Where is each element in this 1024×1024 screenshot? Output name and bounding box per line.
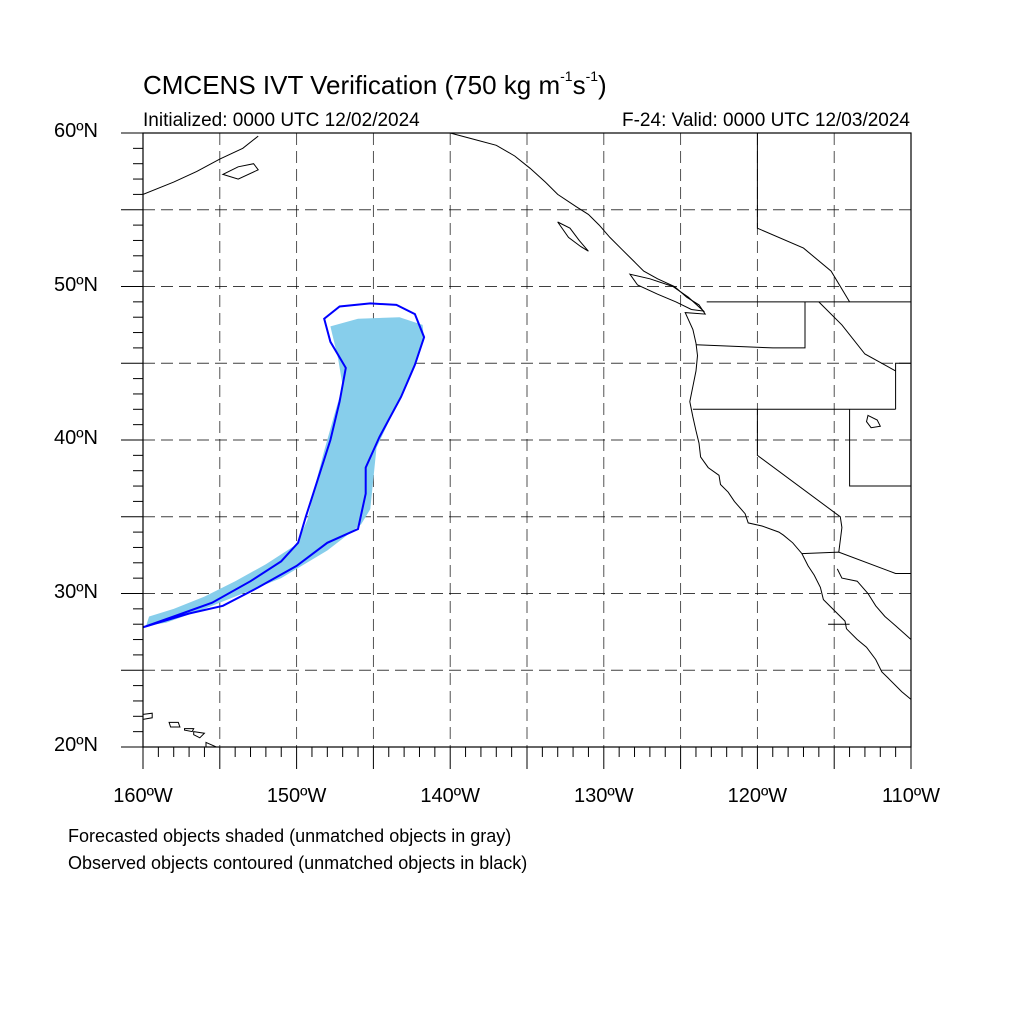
lat-label: 30ºN (54, 580, 98, 603)
hawaii-island (143, 712, 153, 720)
axis-ticks (121, 132, 912, 769)
great-salt-lake (865, 414, 882, 429)
political-border (818, 301, 896, 372)
graticule (143, 133, 911, 747)
hawaii-island (205, 741, 218, 747)
alaska-coastline (143, 135, 259, 195)
political-border (801, 551, 911, 574)
observed-legend-note: Observed objects contoured (unmatched ob… (68, 853, 528, 873)
haida-gwaii (557, 221, 589, 252)
valid-time: F-24: Valid: 0000 UTC 12/03/2024 (622, 110, 910, 131)
lon-label: 120ºW (727, 785, 788, 807)
hawaii-island (184, 728, 195, 733)
kodiak-island (221, 163, 259, 180)
gulf-coastline (836, 568, 911, 640)
lon-label: 130ºW (574, 785, 634, 807)
political-border (756, 133, 851, 303)
observed-object-contour (143, 302, 426, 629)
lat-label: 20ºN (54, 734, 98, 756)
hawaii-island (168, 721, 181, 728)
coastline (450, 133, 911, 700)
initialized-time: Initialized: 0000 UTC 12/02/2024 (143, 110, 420, 131)
political-border (695, 301, 806, 349)
lat-label: 40ºN (54, 427, 98, 449)
chart-title: CMCENS IVT Verification (750 kg m-1s-1) (143, 68, 607, 100)
political-border (756, 409, 843, 553)
political-border (849, 409, 911, 487)
lon-label: 140ºW (420, 785, 480, 807)
lon-label: 150ºW (266, 785, 327, 807)
lat-label: 50ºN (54, 273, 98, 296)
political-border (895, 362, 911, 410)
lon-label: 160ºW (113, 785, 173, 807)
coastlines-and-borders (143, 133, 911, 747)
forecast-object (146, 317, 425, 626)
lon-label: 110ºW (881, 785, 941, 807)
vancouver-island (628, 273, 706, 312)
forecast-legend-note: Forecasted objects shaded (unmatched obj… (68, 826, 512, 846)
lat-label: 60ºN (54, 120, 98, 142)
hawaii-island (193, 731, 206, 739)
